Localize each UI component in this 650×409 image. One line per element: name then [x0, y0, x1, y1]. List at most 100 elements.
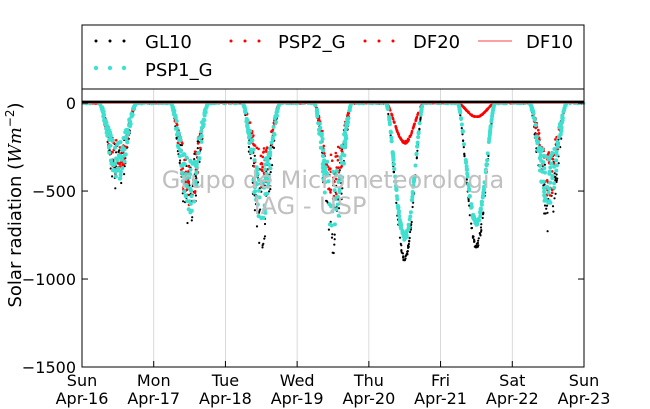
- data-point: [178, 135, 183, 140]
- data-point: [259, 154, 263, 158]
- data-point: [244, 119, 249, 124]
- data-point: [193, 191, 196, 194]
- data-point: [262, 207, 267, 212]
- data-point: [261, 179, 266, 184]
- data-point: [460, 127, 463, 130]
- data-point: [181, 174, 186, 179]
- data-point: [419, 110, 424, 115]
- data-point: [552, 185, 557, 190]
- data-point: [250, 138, 255, 143]
- data-point: [404, 257, 407, 260]
- data-point: [257, 188, 261, 193]
- data-point: [464, 160, 468, 165]
- data-point: [182, 152, 187, 157]
- data-point: [189, 194, 194, 199]
- data-point: [556, 177, 559, 180]
- data-point: [543, 163, 547, 166]
- data-point: [196, 147, 199, 150]
- data-point: [322, 144, 326, 148]
- data-point: [542, 184, 545, 187]
- data-point: [534, 138, 539, 143]
- data-point: [252, 190, 257, 195]
- data-point: [199, 139, 204, 144]
- data-point: [548, 180, 553, 185]
- data-point: [261, 165, 264, 169]
- data-point: [343, 144, 348, 149]
- data-point: [416, 113, 420, 116]
- data-point: [479, 234, 482, 237]
- data-point: [111, 150, 114, 154]
- data-point: [178, 149, 183, 154]
- data-point: [329, 153, 333, 157]
- data-point: [404, 255, 407, 258]
- data-point: [115, 158, 120, 163]
- data-point: [118, 146, 122, 149]
- data-point: [420, 104, 425, 109]
- data-point: [543, 204, 547, 207]
- data-point: [330, 236, 334, 239]
- data-point: [387, 122, 392, 127]
- data-point: [480, 113, 483, 117]
- data-point: [341, 161, 346, 166]
- data-point: [109, 137, 114, 142]
- data-point: [336, 180, 341, 184]
- data-point: [176, 141, 180, 145]
- data-point: [204, 105, 209, 110]
- data-point: [123, 165, 126, 168]
- data-point: [389, 139, 394, 143]
- data-point: [550, 170, 554, 173]
- data-point: [408, 240, 411, 243]
- data-point: [334, 169, 339, 173]
- legend-marker-psp1-g: [93, 65, 127, 71]
- legend-dot: [363, 39, 367, 43]
- data-point: [542, 193, 547, 198]
- x-tick-label-date: Apr-20: [342, 389, 395, 408]
- data-point: [555, 144, 560, 149]
- data-point: [462, 142, 466, 147]
- data-point: [343, 127, 348, 132]
- legend-dot: [122, 39, 126, 43]
- data-point: [104, 126, 109, 131]
- data-point: [332, 176, 335, 180]
- data-point: [550, 176, 555, 181]
- data-point: [347, 108, 352, 113]
- data-point: [545, 179, 549, 182]
- data-point: [545, 204, 549, 207]
- data-point: [402, 255, 405, 258]
- data-point: [478, 206, 483, 211]
- data-point: [477, 115, 481, 118]
- data-point: [538, 163, 543, 168]
- data-point: [463, 152, 466, 155]
- data-point: [335, 192, 338, 196]
- data-point: [397, 132, 400, 136]
- data-point: [262, 242, 265, 245]
- data-point: [111, 175, 114, 178]
- data-point: [318, 140, 323, 145]
- data-point: [547, 186, 551, 191]
- x-tick-label-date: Apr-16: [56, 389, 109, 408]
- data-point: [410, 197, 415, 202]
- data-point: [192, 199, 197, 204]
- data-point: [556, 135, 561, 140]
- data-point: [341, 187, 344, 190]
- data-point: [172, 108, 177, 113]
- data-point: [248, 121, 252, 124]
- data-point: [480, 229, 483, 232]
- plot-frame: [81, 88, 585, 368]
- data-point: [532, 117, 537, 122]
- data-point: [263, 237, 266, 240]
- data-point: [546, 230, 549, 233]
- data-point: [465, 174, 470, 179]
- data-point: [321, 177, 326, 182]
- data-point: [320, 137, 325, 141]
- data-point: [268, 190, 271, 193]
- data-point: [410, 131, 413, 135]
- data-point: [316, 127, 321, 132]
- data-point: [392, 120, 396, 123]
- data-point: [125, 139, 130, 144]
- data-point: [463, 154, 466, 157]
- data-point: [253, 154, 256, 157]
- data-point: [318, 145, 323, 150]
- data-point: [553, 197, 556, 200]
